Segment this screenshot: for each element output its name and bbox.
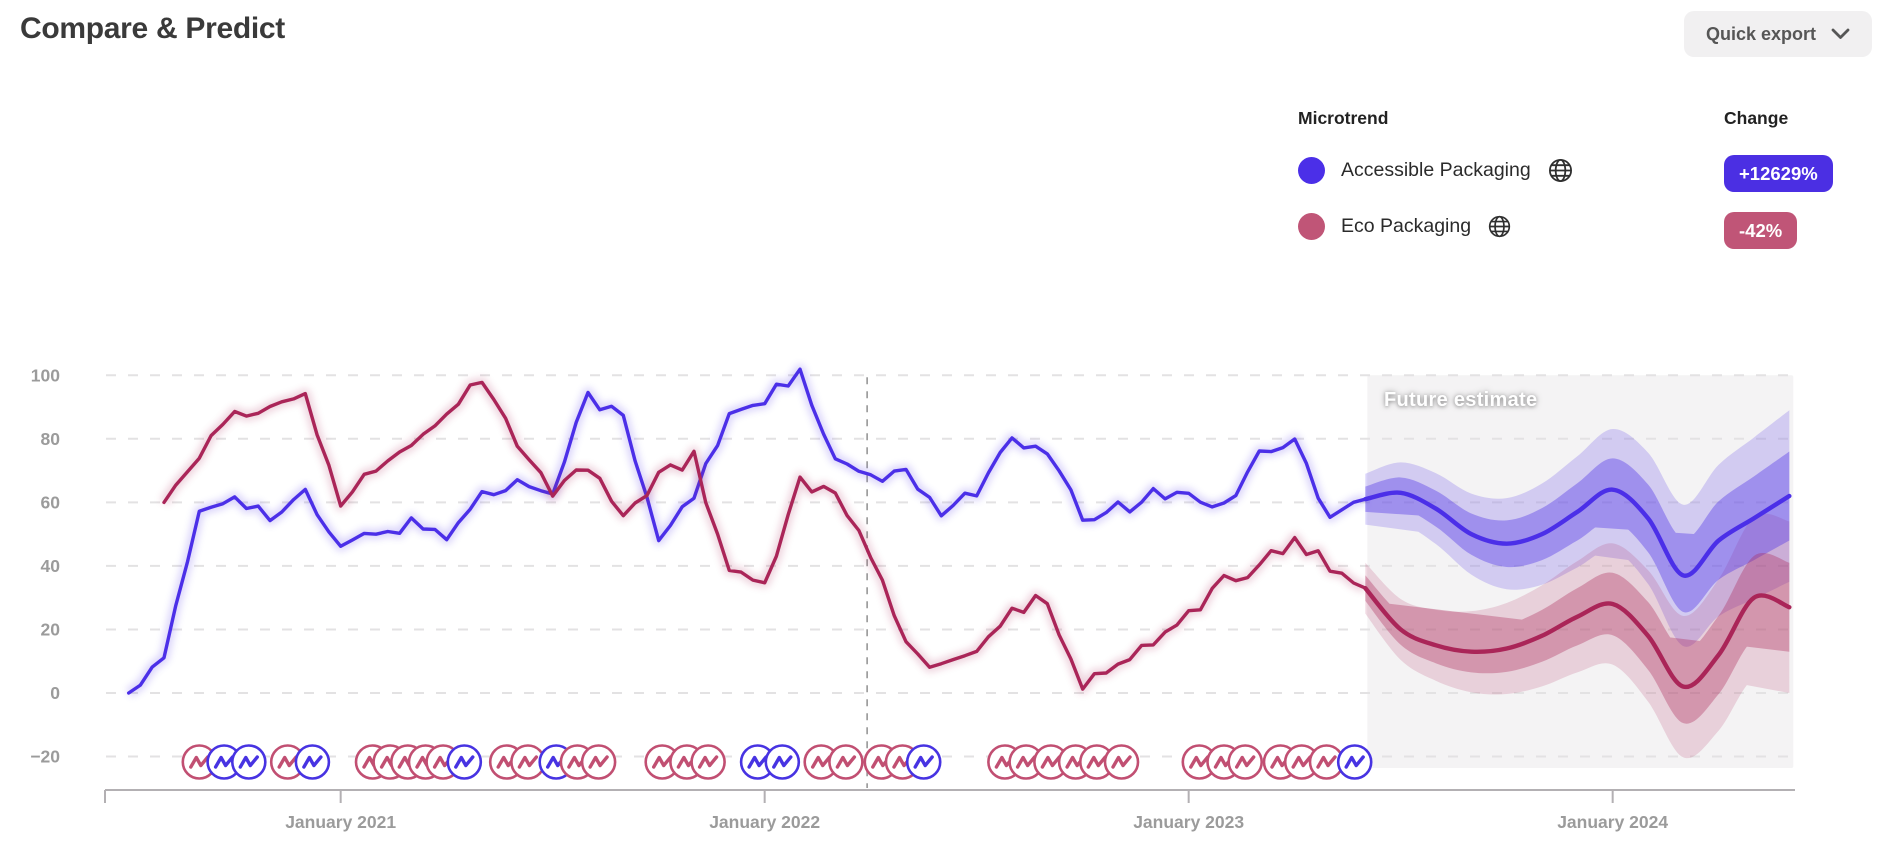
quick-export-label: Quick export: [1705, 23, 1816, 44]
event-marker-eco-icon[interactable]: [1079, 744, 1115, 780]
globe-icon[interactable]: [1487, 214, 1512, 239]
event-marker-eco-icon[interactable]: [181, 744, 218, 780]
event-marker-eco-icon[interactable]: [1227, 744, 1263, 780]
event-marker-eco-icon[interactable]: [1283, 744, 1320, 780]
event-marker-acc-icon[interactable]: [231, 744, 267, 780]
forecast-band-outer-acc: [1365, 410, 1790, 647]
event-marker-acc-icon[interactable]: [905, 744, 942, 780]
chevron-down-icon: [1831, 28, 1850, 39]
event-marker-eco-icon[interactable]: [1033, 744, 1069, 780]
series-label: Accessible Packaging: [1341, 158, 1531, 181]
legend-item-accessible-packaging[interactable]: Accessible Packaging: [1298, 151, 1574, 189]
event-marker-acc-icon[interactable]: [739, 744, 776, 780]
event-marker-acc-icon[interactable]: [206, 744, 242, 780]
globe-icon[interactable]: [1547, 157, 1574, 184]
y-tick-label: 80: [41, 429, 61, 449]
y-tick-label: 0: [50, 683, 60, 703]
legend-change-header: Change: [1724, 108, 1789, 128]
legend-microtrend-header: Microtrend: [1298, 108, 1389, 128]
event-marker-eco-icon[interactable]: [690, 744, 726, 780]
event-marker-eco-icon[interactable]: [828, 744, 864, 780]
series-label: Eco Packaging: [1341, 214, 1472, 237]
event-marker-acc-icon[interactable]: [294, 744, 331, 780]
series-line-acc[interactable]: [126, 367, 1367, 695]
event-marker-eco-icon[interactable]: [1308, 744, 1345, 780]
y-tick-label: 60: [41, 492, 61, 512]
series-line-eco[interactable]: [162, 380, 1367, 691]
forecast-band-outer-eco: [1365, 513, 1790, 759]
future-estimate-region: [1367, 375, 1794, 768]
event-marker-eco-icon[interactable]: [803, 744, 840, 780]
forecast-line-acc[interactable]: [1363, 487, 1792, 578]
change-badge-accessible-packaging: +12629%: [1724, 155, 1833, 193]
event-marker-eco-icon[interactable]: [580, 744, 617, 780]
forecast-line-eco[interactable]: [1363, 585, 1792, 689]
series-color-dot: [1298, 156, 1325, 184]
series-glow-eco: [159, 377, 1368, 695]
y-tick-label: 100: [31, 365, 60, 385]
y-tick-label: −20: [30, 747, 60, 767]
event-marker-acc-icon[interactable]: [764, 744, 801, 780]
x-tick-label: January 2024: [1557, 812, 1668, 832]
x-tick-label: January 2021: [285, 812, 396, 832]
series-color-dot: [1298, 212, 1325, 240]
event-marker-acc-icon[interactable]: [1336, 744, 1373, 780]
quick-export-button[interactable]: Quick export: [1683, 11, 1872, 57]
legend-item-eco-packaging[interactable]: Eco Packaging: [1298, 207, 1512, 245]
change-badge-eco-packaging: -42%: [1724, 212, 1798, 250]
x-tick-label: January 2023: [1133, 812, 1244, 832]
x-tick-label: January 2022: [709, 812, 820, 832]
event-marker-acc-icon[interactable]: [446, 744, 483, 780]
page-title: Compare & Predict: [20, 12, 285, 45]
event-marker-eco-icon[interactable]: [1103, 744, 1140, 780]
forecast-band-inner-acc: [1365, 451, 1790, 613]
forecast-band-inner-eco: [1365, 553, 1790, 724]
y-tick-label: 20: [41, 619, 61, 639]
y-tick-label: 40: [41, 556, 61, 576]
